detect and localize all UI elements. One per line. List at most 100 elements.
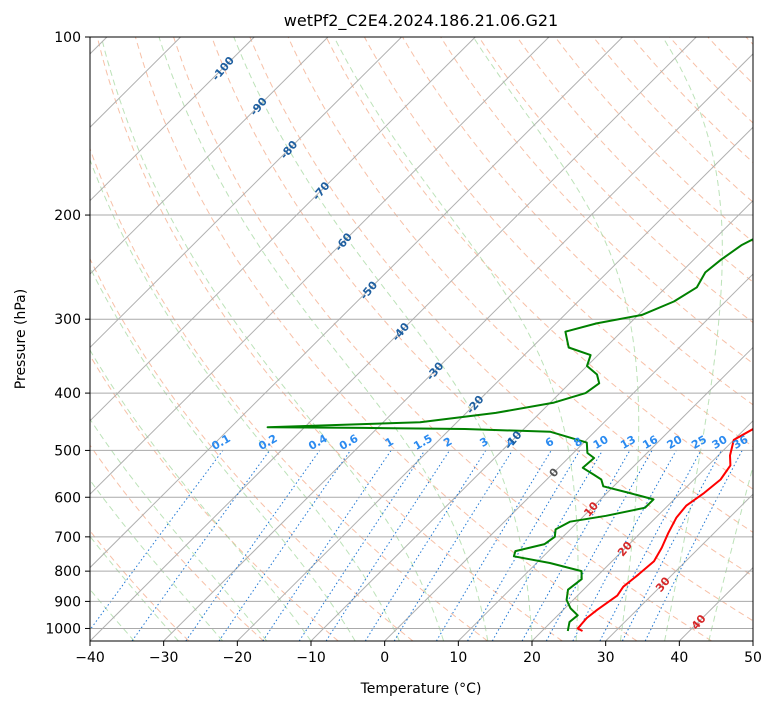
dry-adiabat (631, 37, 753, 164)
y-tick-label: 700 (54, 530, 81, 546)
mixing-ratio-label: 0.2 (256, 432, 279, 453)
mixing-ratio-line (644, 450, 743, 641)
dry-adiabat (478, 37, 753, 324)
dry-adiabat (325, 37, 753, 490)
isotherm-line (90, 37, 255, 202)
moist-adiabat (90, 266, 356, 641)
x-tick-label: 30 (597, 650, 615, 666)
mixing-ratio-line (185, 450, 321, 641)
mixing-ratio-label: 30 (710, 433, 730, 452)
dewpoint-line (266, 238, 753, 632)
mixing-ratio-line (90, 450, 224, 631)
mixing-ratio-line (131, 450, 271, 641)
x-tick-label: −10 (296, 650, 326, 666)
moist-adiabat (90, 158, 400, 641)
dry-adiabat (287, 37, 753, 533)
y-tick-label: 600 (54, 490, 81, 506)
y-tick-label: 300 (54, 312, 81, 328)
dry-adiabat (90, 147, 488, 641)
x-tick-label: 50 (744, 650, 762, 666)
dry-adiabat (440, 37, 753, 365)
y-tick-label: 200 (54, 208, 81, 224)
y-axis: 100 200 300 400 500 600 700 800 900 1000 (45, 30, 90, 637)
moist-adiabat (100, 37, 445, 641)
mixing-ratio-label: 0.1 (209, 432, 232, 453)
dry-adiabat (173, 37, 712, 641)
isotherm-line (90, 37, 697, 641)
dry-adiabat (96, 37, 563, 641)
isotherm-line (605, 493, 753, 641)
y-axis-label: Pressure (hPa) (13, 289, 29, 389)
mixing-ratio-label: 13 (618, 433, 638, 452)
dry-adiabat (707, 37, 753, 85)
profile-lines (266, 238, 753, 632)
mixing-ratio-line (325, 450, 451, 641)
dry-adiabat (669, 37, 753, 124)
isotherm-labels: 0.1 0.2 0.4 0.6 1 1.5 2 3 4 6 8 10 13 16 20 25 30 36-100-… (209, 54, 750, 633)
isotherm-line (678, 566, 753, 641)
background-lines (90, 37, 753, 641)
mixing-ratio-line (599, 450, 702, 641)
isotherm-line (163, 53, 753, 641)
isotherm-line (384, 273, 753, 641)
x-tick-label: −30 (149, 650, 179, 666)
isotherm-line (531, 420, 753, 641)
isotherm-line (310, 199, 753, 641)
y-tick-label: 900 (54, 594, 81, 610)
isotherm-line (457, 346, 753, 641)
dry-adiabat (402, 37, 753, 406)
mixing-ratio-line (393, 450, 513, 641)
x-axis-label: Temperature (°C) (360, 681, 482, 697)
mixing-ratio-line (435, 450, 552, 641)
y-tick-label: 1000 (45, 621, 81, 637)
isotherm-line (90, 37, 623, 569)
moist-adiabat (662, 37, 723, 641)
y-tick-label: 100 (54, 30, 81, 46)
plot-frame (89, 36, 754, 642)
dry-adiabat (554, 37, 753, 243)
pressure-grid (90, 37, 753, 629)
mixing-ratio-line (521, 450, 631, 641)
isotherm-line (90, 37, 476, 422)
x-tick-label: −40 (75, 650, 105, 666)
mixing-ratio-label: 20 (665, 433, 685, 452)
mixing-ratio-label: 10 (591, 433, 611, 452)
mixing-ratio-line (572, 450, 677, 641)
isotherm-line (90, 37, 550, 495)
moist-adiabat (90, 418, 268, 641)
y-tick-label: 500 (54, 443, 81, 459)
x-tick-label: −20 (223, 650, 253, 666)
dry-adiabat (745, 37, 753, 46)
mixing-ratio-label: 36 (731, 433, 751, 452)
mixing-ratio-label: 0.4 (306, 432, 330, 453)
x-tick-label: 40 (670, 650, 688, 666)
moist-adiabat (158, 37, 489, 641)
mixing-ratio-label: 0.6 (337, 432, 361, 453)
x-tick-label: 0 (380, 650, 389, 666)
mixing-ratio-label: 6 (543, 435, 556, 450)
dry-adiabat (90, 444, 264, 641)
chart-title: wetPf2_C2E4.2024.186.21.06.G21 (284, 11, 558, 31)
moist-adiabat (90, 349, 312, 641)
isotherm-line (90, 37, 329, 275)
mixing-ratio-line (364, 450, 487, 641)
moist-adiabat (90, 479, 223, 641)
x-tick-label: 20 (523, 650, 541, 666)
x-tick-label: 10 (449, 650, 467, 666)
mixing-ratio-line (545, 450, 653, 641)
moist-adiabat (333, 37, 579, 641)
dry-adiabat (592, 37, 753, 203)
x-axis: −40 −30 −20 −10 0 10 20 30 40 50 (75, 641, 762, 666)
mixing-ratio-label: 1.5 (411, 432, 434, 453)
moist-adiabat (233, 37, 533, 641)
mixing-ratio-label: 25 (689, 433, 709, 452)
temperature-line (576, 427, 753, 632)
moist-adiabat (472, 37, 640, 641)
isotherm-line (752, 640, 753, 641)
dry-adiabat (134, 37, 638, 641)
mixing-ratio-label: 16 (640, 433, 660, 452)
moist-adiabat (708, 464, 753, 641)
moist-adiabat (90, 535, 179, 641)
mixing-ratio-label: 1 (383, 435, 396, 450)
